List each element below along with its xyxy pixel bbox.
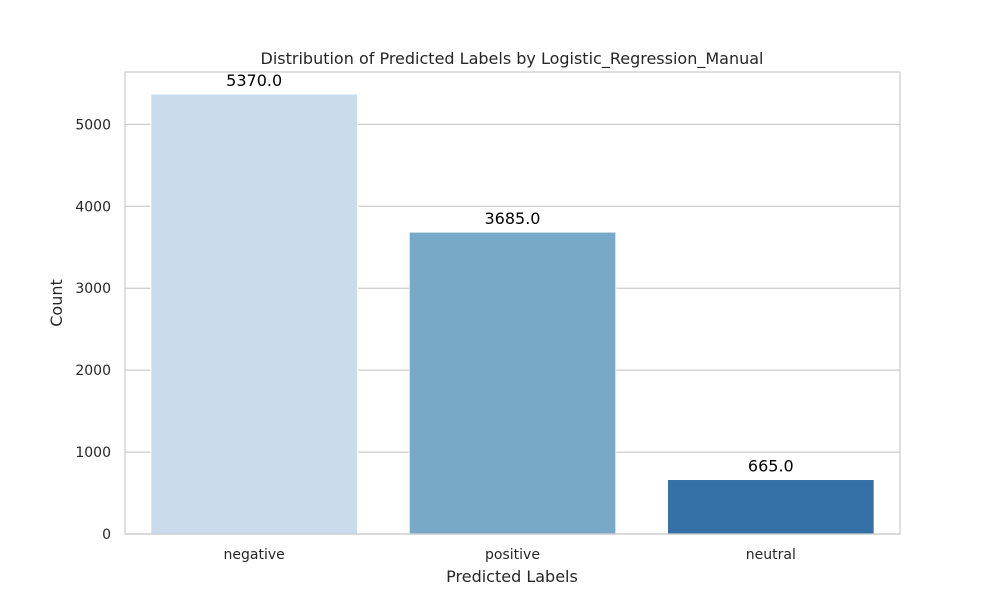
y-tick-label: 2000 xyxy=(75,363,111,379)
x-tick-label-negative: negative xyxy=(224,547,285,563)
bar-neutral xyxy=(667,479,875,535)
y-tick-label: 0 xyxy=(102,527,111,543)
bars xyxy=(150,93,875,535)
y-tick-label: 4000 xyxy=(75,199,111,215)
bar-negative xyxy=(150,93,358,535)
x-axis-label: Predicted Labels xyxy=(446,567,578,586)
x-tick-label-neutral: neutral xyxy=(746,547,796,563)
data-labels: 5370.0 3685.0 665.0 xyxy=(226,71,794,476)
data-label-negative: 5370.0 xyxy=(226,71,282,90)
y-tick-labels: 0 1000 2000 3000 4000 5000 xyxy=(75,117,111,543)
y-axis-label: Count xyxy=(47,279,66,327)
plot-frame xyxy=(124,71,901,535)
bar-positive xyxy=(408,231,617,535)
data-label-neutral: 665.0 xyxy=(748,457,794,476)
y-tick-label: 3000 xyxy=(75,281,111,297)
x-tick-label-positive: positive xyxy=(485,547,540,563)
chart-title: Distribution of Predicted Labels by Logi… xyxy=(261,49,764,69)
x-tick-labels: negative positive neutral xyxy=(224,547,796,563)
y-tick-label: 1000 xyxy=(75,445,111,461)
data-label-positive: 3685.0 xyxy=(485,209,541,228)
y-tick-label: 5000 xyxy=(75,117,111,133)
